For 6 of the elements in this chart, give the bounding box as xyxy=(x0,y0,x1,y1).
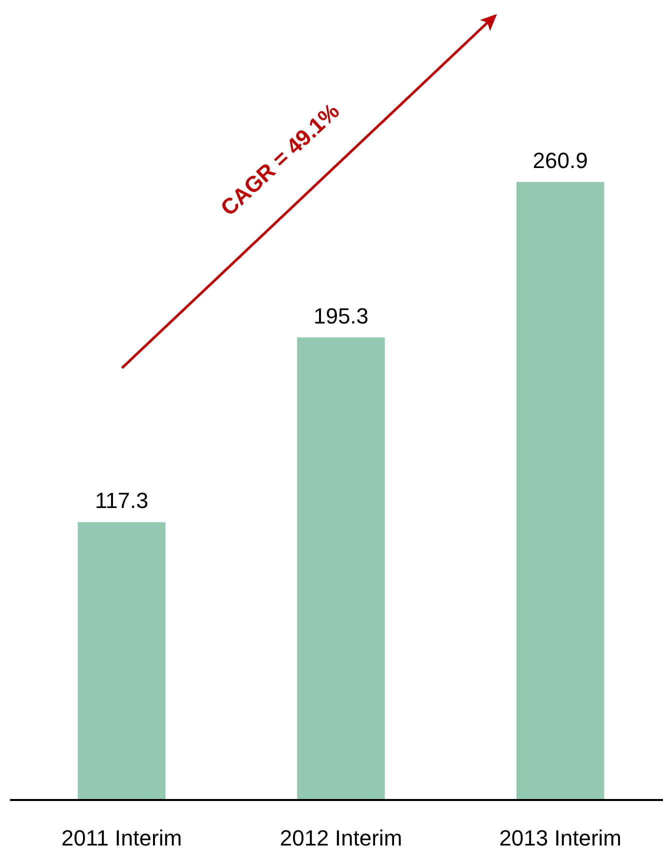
x-tick-label: 2011 Interim xyxy=(61,826,182,851)
data-label: 117.3 xyxy=(94,488,148,514)
data-label: 260.9 xyxy=(532,148,588,173)
x-tick-label: 2013 Interim xyxy=(499,826,622,851)
x-tick-label: 2012 Interim xyxy=(280,826,402,851)
data-label: 195.3 xyxy=(313,303,369,328)
